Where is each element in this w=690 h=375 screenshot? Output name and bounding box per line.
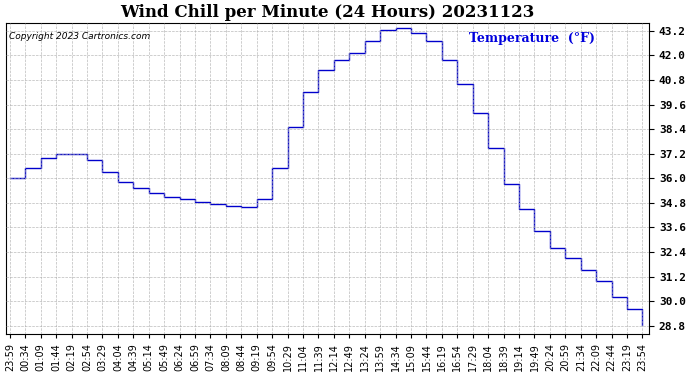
Text: Copyright 2023 Cartronics.com: Copyright 2023 Cartronics.com xyxy=(9,32,150,41)
Text: Temperature  (°F): Temperature (°F) xyxy=(469,32,595,45)
Title: Wind Chill per Minute (24 Hours) 20231123: Wind Chill per Minute (24 Hours) 2023112… xyxy=(120,4,535,21)
